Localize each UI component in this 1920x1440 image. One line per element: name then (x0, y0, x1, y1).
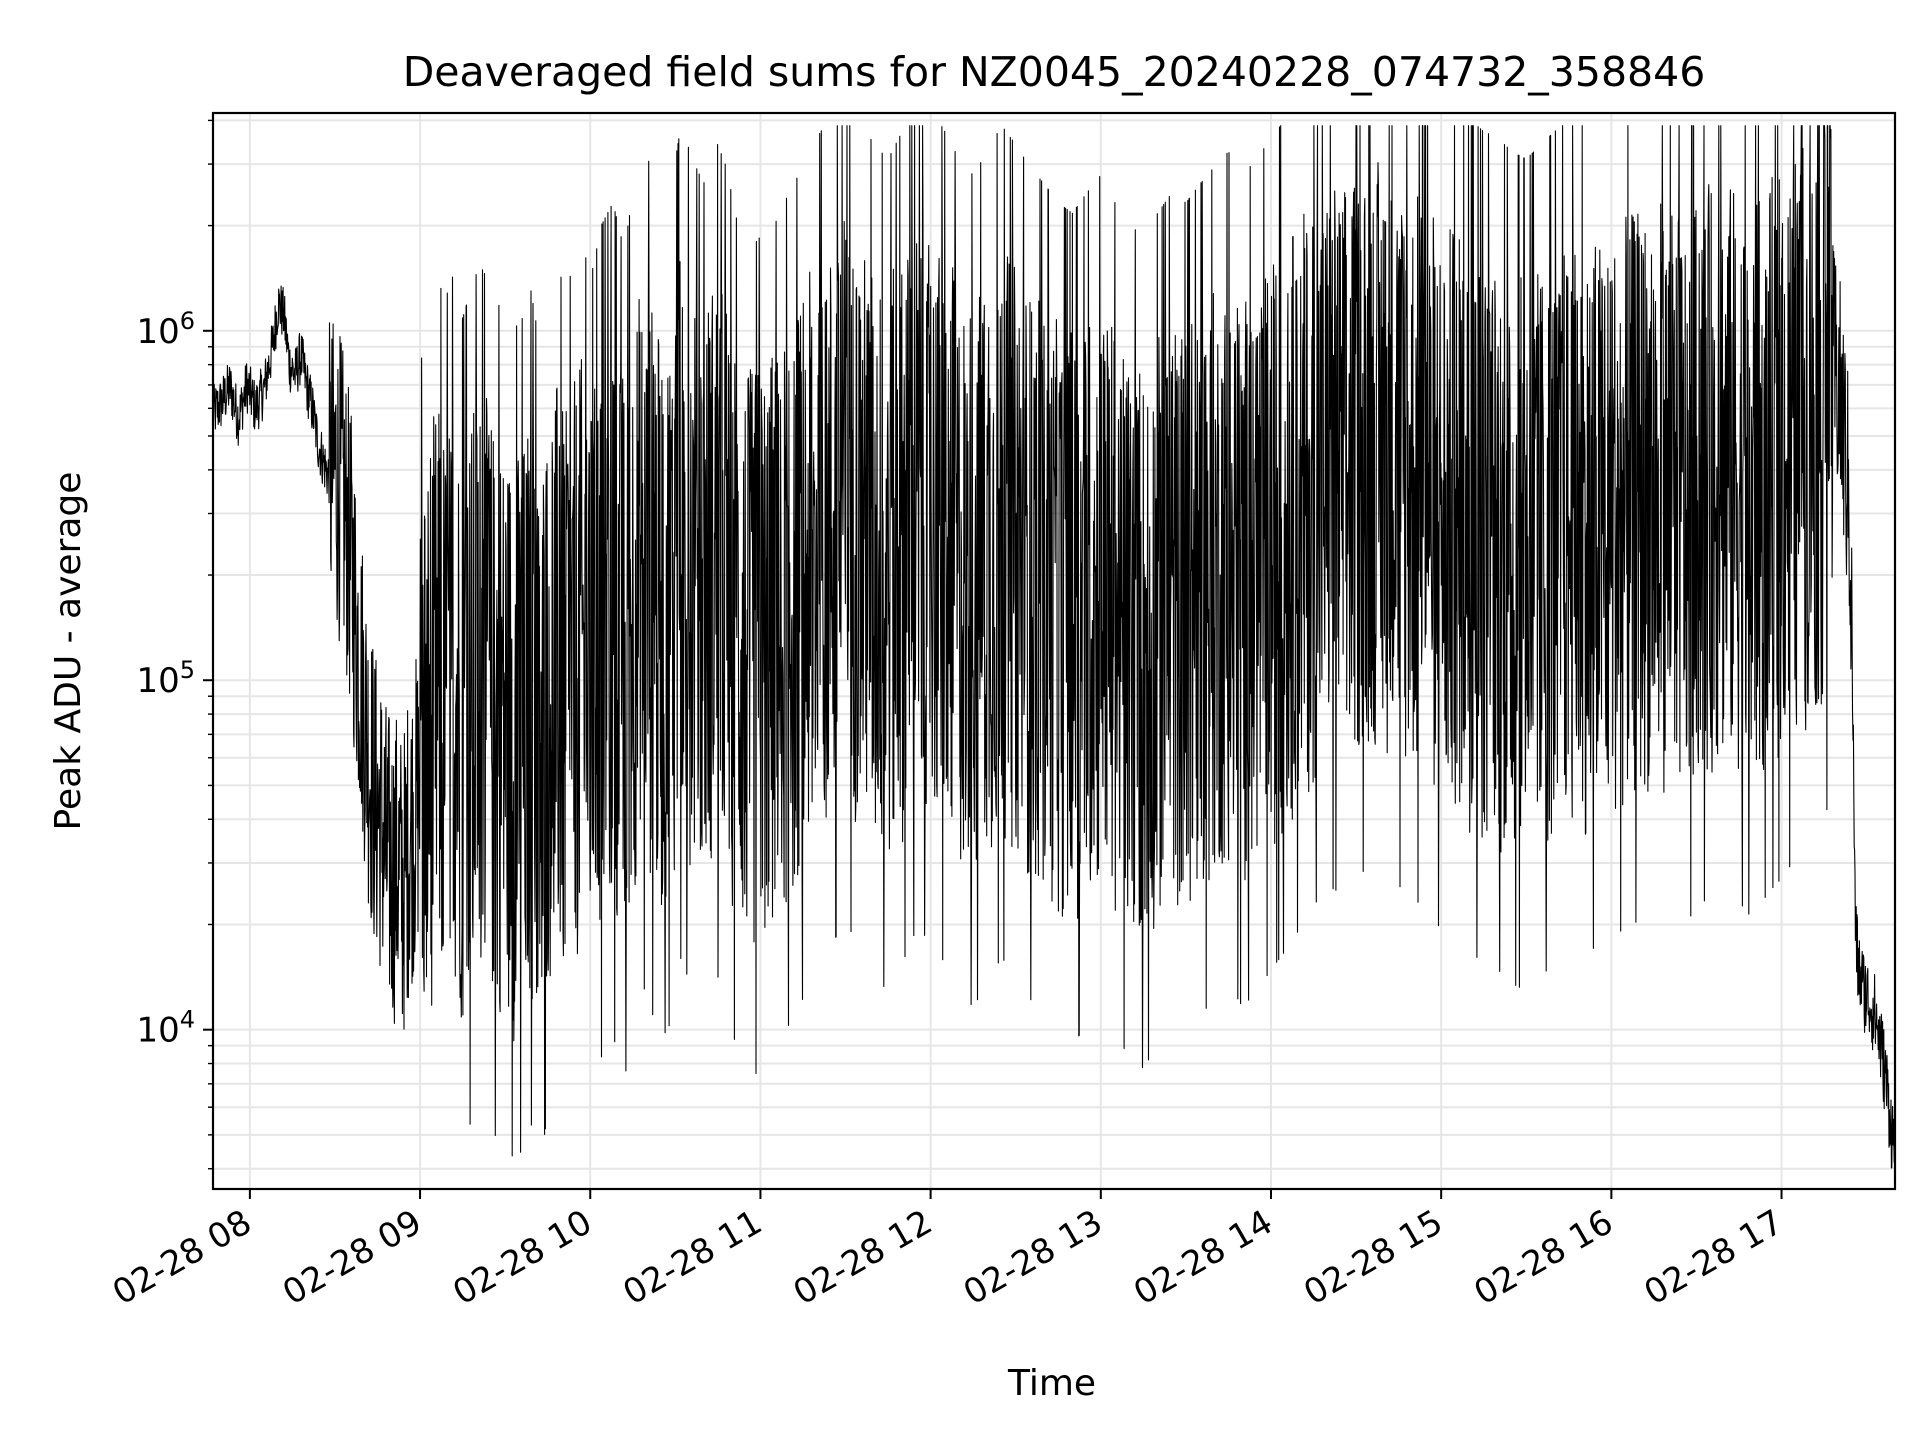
series-layer (212, 125, 1896, 1182)
x-axis-label: Time (1007, 1363, 1096, 1404)
y-tick-label: 105 (136, 656, 195, 701)
y-axis-label: Peak ADU - average (48, 472, 89, 831)
y-tick-label: 106 (136, 307, 195, 352)
plot-frame (211, 111, 1897, 1191)
y-tick-label: 104 (136, 1006, 195, 1051)
series-line (212, 125, 1896, 1182)
chart-title: Deaveraged field sums for NZ0045_2024022… (403, 48, 1706, 96)
